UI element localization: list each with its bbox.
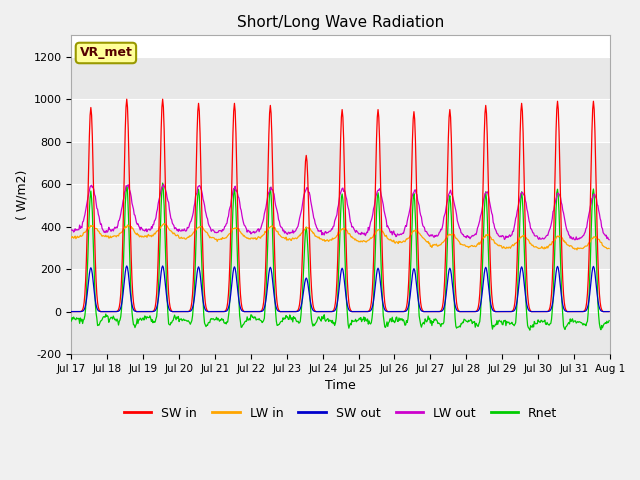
SW in: [406, 232, 414, 238]
LW out: [77, 224, 85, 230]
Bar: [72, 269, 610, 312]
Rnet: [77, 318, 85, 324]
LW in: [68, 235, 76, 241]
SW in: [68, 309, 76, 314]
Bar: [72, 142, 610, 184]
Rnet: [188, 318, 196, 324]
SW out: [123, 263, 131, 269]
Bar: [72, 99, 610, 142]
Text: VR_met: VR_met: [79, 47, 132, 60]
SW in: [188, 300, 196, 305]
SW in: [605, 309, 613, 314]
LW in: [406, 233, 414, 239]
Y-axis label: ( W/m2): ( W/m2): [15, 169, 28, 220]
LW out: [188, 216, 196, 222]
LW in: [422, 238, 429, 244]
Rnet: [159, 180, 166, 186]
LW in: [216, 237, 224, 242]
Rnet: [406, 277, 414, 283]
SW out: [605, 309, 613, 314]
LW in: [188, 232, 196, 238]
LW out: [68, 227, 76, 233]
Rnet: [216, 317, 224, 323]
Title: Short/Long Wave Radiation: Short/Long Wave Radiation: [237, 15, 444, 30]
Line: Rnet: Rnet: [72, 183, 609, 330]
SW in: [123, 96, 131, 102]
Rnet: [132, 321, 140, 326]
LW out: [422, 228, 429, 234]
Bar: [72, 57, 610, 99]
Rnet: [68, 318, 76, 324]
Rnet: [526, 327, 534, 333]
LW in: [605, 246, 613, 252]
Rnet: [422, 318, 429, 324]
SW out: [406, 292, 414, 298]
SW out: [188, 307, 196, 312]
Line: LW in: LW in: [72, 224, 609, 250]
SW in: [133, 309, 141, 314]
SW in: [77, 309, 85, 314]
SW out: [77, 309, 85, 314]
X-axis label: Time: Time: [325, 379, 356, 392]
SW in: [216, 309, 224, 314]
LW out: [132, 220, 140, 226]
LW out: [605, 237, 613, 242]
LW out: [571, 237, 579, 243]
Line: LW out: LW out: [72, 184, 609, 240]
LW in: [132, 232, 140, 238]
LW out: [216, 228, 224, 233]
SW out: [68, 309, 76, 314]
SW out: [133, 309, 141, 314]
Bar: [72, 227, 610, 269]
SW out: [216, 309, 224, 314]
Bar: [72, 312, 610, 354]
Line: SW out: SW out: [72, 266, 609, 312]
Rnet: [605, 318, 613, 324]
Bar: [72, 184, 610, 227]
LW out: [159, 181, 167, 187]
LW in: [160, 221, 168, 227]
LW out: [406, 205, 414, 211]
Legend: SW in, LW in, SW out, LW out, Rnet: SW in, LW in, SW out, LW out, Rnet: [119, 402, 563, 425]
Line: SW in: SW in: [72, 99, 609, 312]
SW out: [422, 309, 429, 314]
LW in: [573, 247, 581, 253]
LW in: [77, 234, 85, 240]
SW in: [422, 309, 429, 314]
